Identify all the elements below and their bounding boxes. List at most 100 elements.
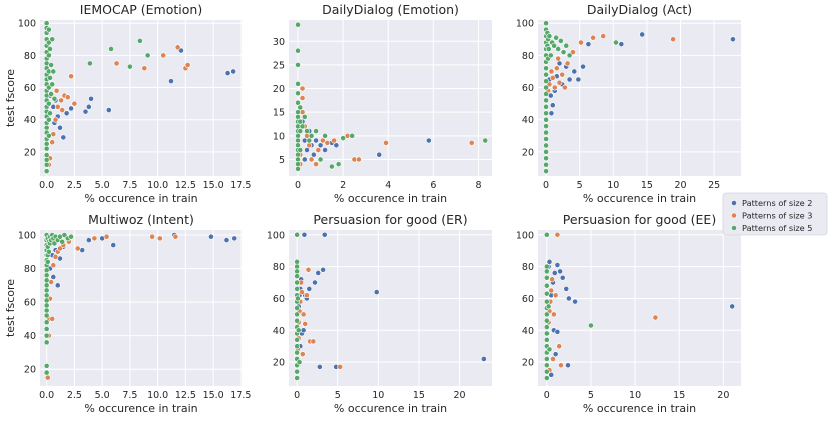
data-point-size-2 (585, 41, 592, 48)
data-point-size-3 (558, 362, 564, 369)
x-tick-label: 15 (641, 180, 653, 191)
x-tick-label: 10 (629, 390, 641, 401)
y-axis-label: test fscore (4, 279, 17, 337)
data-point-size-2 (315, 270, 322, 276)
data-point-size-5 (295, 62, 301, 68)
data-point-size-5 (543, 116, 549, 123)
plot-area (538, 230, 741, 386)
data-point-size-5 (563, 42, 570, 49)
data-point-size-2 (618, 41, 625, 48)
x-tick-label: 15.0 (203, 180, 224, 191)
data-point-size-5 (47, 74, 53, 81)
data-point-size-5 (43, 326, 50, 332)
chart-panel-4: 0.0 2.5 5.0 7.5 10.0 12.5 15.0 17.5 20 40 60 80 100 M… (4, 212, 251, 415)
data-point-size-3 (64, 94, 71, 101)
x-tick-label: 20 (717, 390, 729, 401)
y-tick-label: 15 (273, 108, 285, 119)
data-point-size-3 (549, 74, 556, 81)
data-point-size-5 (543, 324, 550, 331)
y-tick-label: 100 (18, 231, 36, 242)
data-point-size-5 (557, 38, 564, 44)
data-point-size-3 (303, 292, 310, 299)
data-point-size-5 (543, 103, 549, 110)
data-point-size-2 (306, 285, 313, 292)
y-tick-label: 25 (273, 60, 285, 71)
y-tick-label: 20 (522, 358, 534, 369)
data-point-size-5 (43, 307, 50, 314)
data-point-size-5 (543, 368, 550, 375)
data-point-size-5 (136, 38, 143, 44)
y-tick-label: 40 (522, 326, 534, 337)
data-point-size-2 (373, 289, 380, 295)
data-point-size-5 (543, 155, 549, 162)
data-point-size-5 (48, 62, 54, 68)
data-point-size-5 (294, 375, 301, 381)
x-tick-label: 10 (607, 180, 619, 191)
data-point-size-2 (548, 110, 555, 117)
data-point-size-3 (174, 44, 181, 51)
x-tick-label: 12.5 (175, 180, 196, 191)
data-point-size-5 (543, 317, 550, 324)
data-point-size-5 (546, 346, 553, 353)
data-point-size-3 (555, 55, 562, 62)
data-point-size-5 (295, 327, 302, 334)
data-point-size-5 (543, 65, 549, 72)
legend-marker (731, 200, 737, 206)
data-point-size-3 (58, 97, 64, 104)
data-point-size-2 (231, 235, 238, 242)
data-point-size-5 (543, 231, 550, 238)
data-point-size-2 (321, 231, 328, 238)
data-point-size-2 (208, 233, 214, 240)
data-point-size-5 (482, 137, 489, 144)
data-point-size-5 (295, 109, 301, 116)
y-tick-label: 100 (516, 230, 534, 241)
x-tick-label: 17.5 (230, 390, 251, 401)
x-axis-label: % occurence in train (84, 402, 197, 415)
y-tick-label: 100 (516, 19, 534, 30)
data-point-size-5 (294, 279, 301, 286)
data-point-size-5 (50, 68, 57, 75)
data-point-size-2 (85, 237, 92, 243)
x-tick-label: 0.0 (39, 390, 54, 401)
y-tick-label: 20 (273, 84, 285, 95)
data-point-size-5 (43, 297, 50, 304)
data-point-size-5 (294, 263, 301, 270)
x-axis-label: % occurence in train (583, 192, 696, 205)
chart-title: Persuasion for good (ER) (313, 212, 467, 227)
data-point-size-2 (110, 242, 117, 248)
data-point-size-3 (556, 343, 563, 350)
data-point-size-5 (335, 161, 342, 168)
data-point-size-3 (50, 262, 57, 269)
data-point-size-2 (559, 274, 566, 281)
y-tick-label: 40 (24, 115, 36, 126)
data-point-size-2 (575, 76, 582, 83)
data-point-size-3 (578, 39, 584, 46)
data-point-size-5 (547, 52, 554, 59)
data-point-size-5 (295, 166, 301, 172)
data-point-size-2 (313, 137, 319, 144)
y-tick-label: 20 (522, 147, 534, 158)
data-point-size-5 (43, 302, 50, 309)
data-point-size-2 (729, 303, 736, 310)
data-point-size-5 (295, 161, 301, 168)
data-point-size-5 (43, 168, 50, 175)
data-point-size-5 (43, 140, 50, 147)
data-point-size-5 (43, 124, 50, 131)
data-point-size-5 (543, 336, 550, 343)
data-point-size-3 (548, 68, 555, 75)
chart-title: Multiwoz (Intent) (88, 212, 194, 227)
x-tick-label: 0 (543, 180, 549, 191)
chart-panel-1: 0.0 2.5 5.0 7.5 10.0 12.5 15.0 17.5 20 40 60 80 100 I… (4, 2, 251, 205)
x-tick-label: 17.5 (230, 180, 251, 191)
data-point-size-2 (480, 356, 487, 362)
y-tick-label: 80 (273, 262, 285, 273)
data-point-size-5 (545, 46, 552, 52)
data-point-size-5 (87, 60, 93, 67)
data-point-size-5 (108, 46, 114, 52)
data-point-size-2 (730, 36, 736, 43)
data-point-size-2 (565, 295, 572, 302)
data-point-size-5 (560, 49, 567, 56)
data-point-size-2 (557, 268, 563, 275)
data-point-size-3 (308, 156, 315, 163)
data-point-size-3 (554, 231, 561, 238)
